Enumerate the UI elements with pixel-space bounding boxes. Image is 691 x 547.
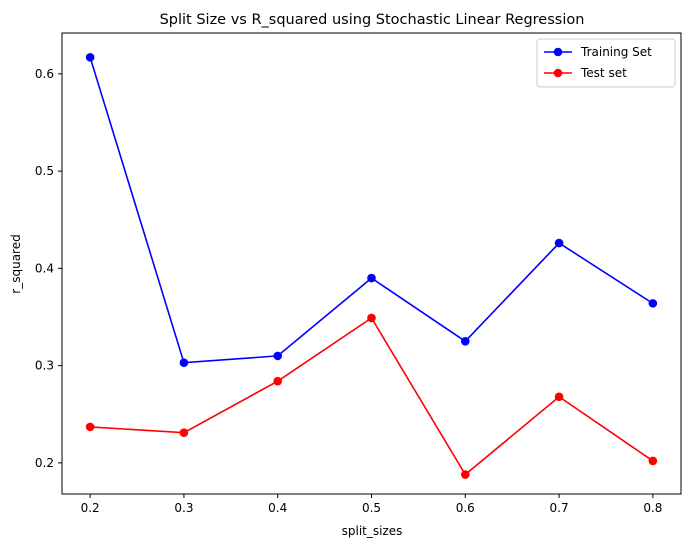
plot-frame <box>61 32 682 495</box>
x-tick-label: 0.5 <box>362 501 381 515</box>
legend-marker <box>553 68 563 78</box>
data-point <box>85 422 95 432</box>
data-point <box>179 428 189 438</box>
data-point <box>460 337 470 346</box>
x-tick-label: 0.8 <box>643 501 662 515</box>
chart-title: Split Size vs R_squared using Stochastic… <box>160 12 585 28</box>
x-tick-label: 0.4 <box>268 501 287 515</box>
legend-marker <box>553 47 563 57</box>
x-tick-label: 0.7 <box>550 501 569 515</box>
data-point <box>273 376 283 386</box>
legend-label: Training Set <box>580 45 652 59</box>
x-axis-ticks: 0.2 0.3 0.4 0.5 0.6 0.7 0.8 <box>81 494 662 515</box>
x-tick-label: 0.6 <box>456 501 475 515</box>
data-point <box>367 313 376 323</box>
data-point <box>273 351 283 361</box>
legend: Training Set Test set <box>536 38 676 88</box>
y-axis-label: r_squared <box>9 234 23 293</box>
x-tick-label: 0.3 <box>174 501 193 515</box>
data-point <box>554 392 564 402</box>
y-axis-ticks: 0.2 0.3 0.4 0.5 0.6 <box>35 67 62 470</box>
plot-area <box>85 53 658 479</box>
data-point <box>85 53 95 62</box>
y-tick-label: 0.2 <box>35 456 54 470</box>
data-point <box>179 358 189 368</box>
data-point <box>367 273 376 283</box>
series-line-test-set <box>90 316 654 476</box>
x-tick-label: 0.2 <box>81 501 100 515</box>
x-axis-label: split_sizes <box>342 524 403 538</box>
legend-label: Test set <box>580 66 627 80</box>
data-point <box>554 238 564 248</box>
legend-box <box>536 38 676 88</box>
y-tick-label: 0.5 <box>35 164 54 178</box>
y-tick-label: 0.6 <box>35 67 54 81</box>
data-point <box>648 456 658 466</box>
y-tick-label: 0.4 <box>35 261 54 275</box>
data-point <box>460 470 470 479</box>
y-tick-label: 0.3 <box>35 359 54 373</box>
data-point <box>648 299 658 308</box>
